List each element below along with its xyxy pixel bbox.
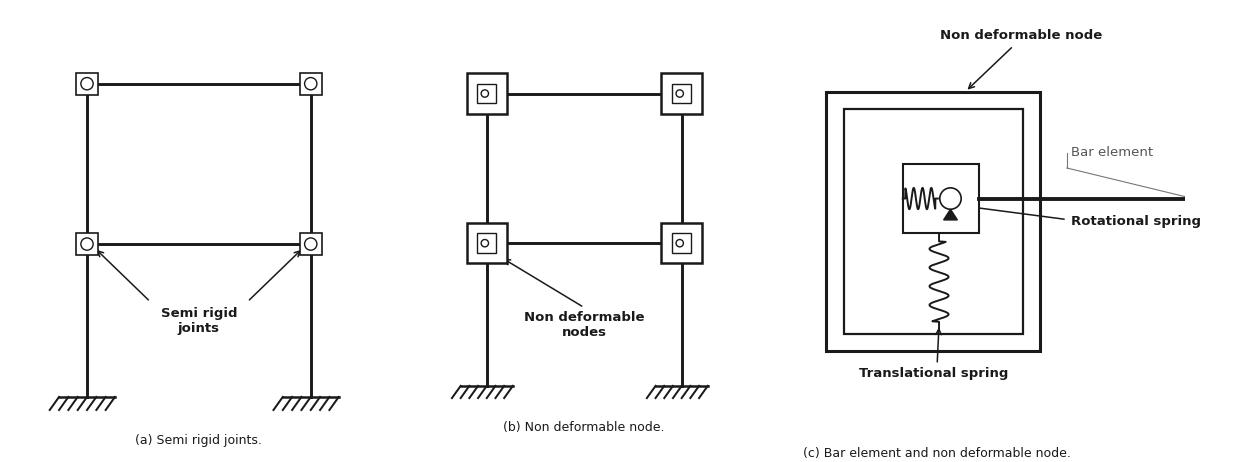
Bar (76, 233, 98, 255)
Text: Translational spring: Translational spring (859, 366, 1008, 380)
Text: (b) Non deformable node.: (b) Non deformable node. (503, 421, 665, 434)
Bar (466, 223, 507, 263)
Text: Non deformable
nodes: Non deformable nodes (525, 311, 644, 339)
Text: (a) Semi rigid joints.: (a) Semi rigid joints. (135, 434, 262, 447)
Text: Non deformable node: Non deformable node (940, 29, 1103, 42)
Bar (661, 223, 702, 263)
Bar (827, 91, 1040, 351)
Text: Rotational spring: Rotational spring (1070, 215, 1201, 228)
Text: Semi rigid
joints: Semi rigid joints (160, 307, 237, 335)
Text: (c) Bar element and non deformable node.: (c) Bar element and non deformable node. (803, 447, 1071, 460)
Bar (300, 73, 322, 95)
Bar (466, 73, 507, 114)
Bar (672, 233, 691, 253)
Bar (902, 164, 979, 233)
Text: Bar element: Bar element (1070, 146, 1154, 159)
Polygon shape (943, 209, 957, 220)
Bar (661, 73, 702, 114)
Bar (300, 233, 322, 255)
Bar (672, 84, 691, 103)
Bar (844, 109, 1023, 334)
Bar (76, 73, 98, 95)
Bar (477, 84, 496, 103)
Bar (477, 233, 496, 253)
